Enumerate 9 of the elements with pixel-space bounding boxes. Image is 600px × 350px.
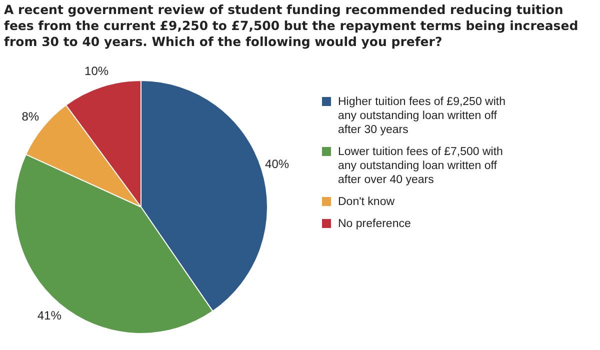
legend-label: Don't know bbox=[338, 195, 395, 209]
data-label: 10% bbox=[84, 64, 109, 78]
legend-label: Lower tuition fees of £7,500 with any outstanding loan written off after over 40 years bbox=[338, 145, 504, 187]
data-label: 41% bbox=[37, 308, 62, 322]
legend-label: No preference bbox=[338, 217, 411, 231]
data-label: 40% bbox=[265, 157, 290, 171]
legend-label: Higher tuition fees of £9,250 with any outstanding loan written off after 30 years bbox=[338, 95, 506, 137]
chart-title: A recent government review of student funding recommended reducing tuition fees from the current £9,250 to £7,500 but the repayment terms being increased from 30 to 40 years. Which of the following would you prefer? bbox=[4, 2, 580, 50]
data-label: 8% bbox=[22, 109, 40, 124]
